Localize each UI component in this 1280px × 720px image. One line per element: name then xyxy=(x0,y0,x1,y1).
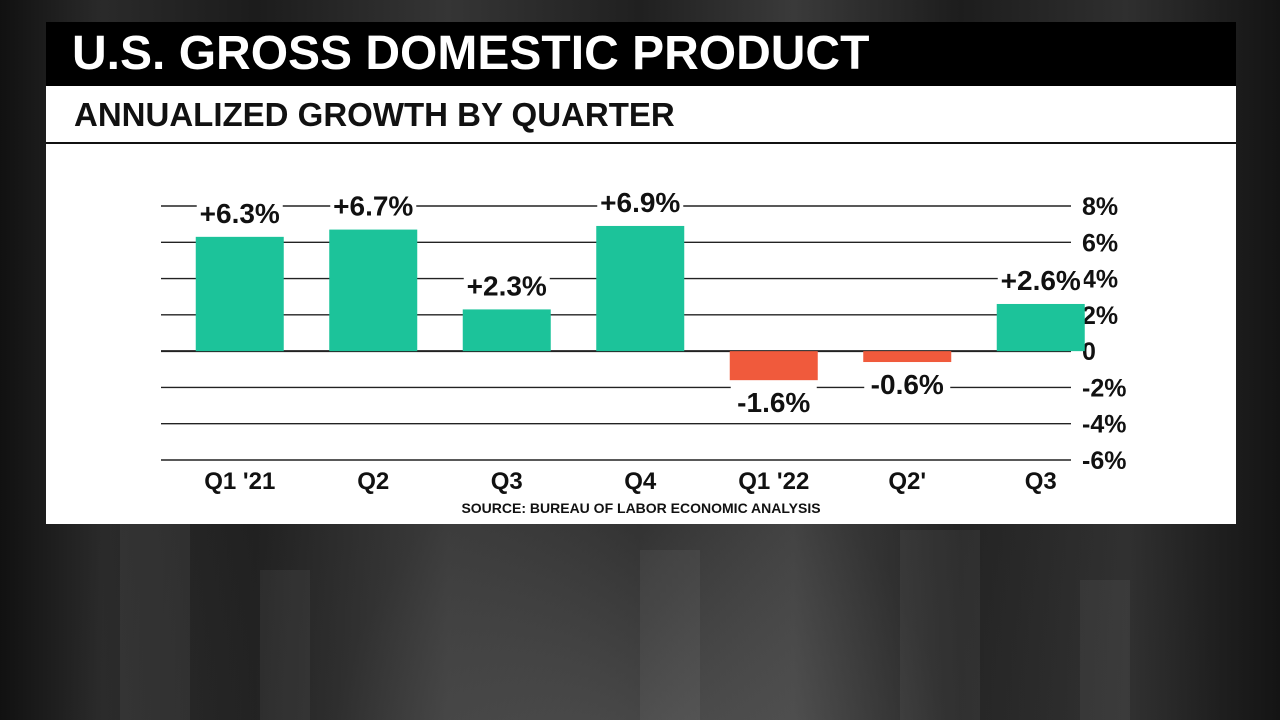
label-layer: +6.3% Q1 '21 +6.7% Q2 +2.3% Q3 +6.9% Q4 -1.6% Q1 … xyxy=(196,185,1084,494)
data-label-bg xyxy=(463,269,550,302)
y-tick-label: 6% xyxy=(1082,229,1118,257)
bar-5 xyxy=(863,351,952,363)
data-label-bg xyxy=(330,189,417,222)
data-label-bg xyxy=(864,368,951,401)
bar-1 xyxy=(329,229,418,352)
chart-subtitle: ANNUALIZED GROWTH BY QUARTER xyxy=(74,96,675,133)
category-label-4: Q1 '22 xyxy=(738,468,809,494)
bar-6 xyxy=(996,303,1085,352)
data-label-bg xyxy=(597,185,684,218)
source-note: SOURCE: BUREAU OF LABOR ECONOMIC ANALYSI… xyxy=(461,500,821,516)
data-label-1: +6.7% xyxy=(333,191,413,222)
title-bar: U.S. GROSS DOMESTIC PRODUCT xyxy=(46,22,1236,86)
y-tick-label: 8% xyxy=(1082,193,1118,221)
data-label-3: +6.9% xyxy=(600,187,680,218)
y-tick-label: 4% xyxy=(1082,266,1118,294)
chart-panel: 8% 6% 4% 2% 0 -2% -4% -6% +6.3% Q1 '21 +6.7% Q2 +2.… xyxy=(46,144,1236,524)
bar-3 xyxy=(596,225,685,352)
data-label-0: +6.3% xyxy=(200,198,280,229)
y-tick-label: 2% xyxy=(1082,302,1118,330)
category-label-2: Q3 xyxy=(491,468,523,494)
y-tick-label: -2% xyxy=(1082,374,1126,402)
bar-layer xyxy=(195,225,1085,381)
category-label-0: Q1 '21 xyxy=(204,468,275,494)
y-tick-label: 0 xyxy=(1082,338,1096,366)
bar-0 xyxy=(195,236,284,352)
category-label-1: Q2 xyxy=(357,468,389,494)
subtitle-bar: ANNUALIZED GROWTH BY QUARTER xyxy=(46,86,1236,144)
y-tick-label: -4% xyxy=(1082,411,1126,439)
category-label-3: Q4 xyxy=(624,468,657,494)
data-label-bg xyxy=(730,386,817,419)
data-label-2: +2.3% xyxy=(467,270,547,301)
data-label-4: -1.6% xyxy=(737,387,810,418)
data-label-5: -0.6% xyxy=(871,369,944,400)
data-label-6: +2.6% xyxy=(1001,265,1081,296)
y-tick-label: -6% xyxy=(1082,447,1126,475)
category-label-5: Q2' xyxy=(888,468,926,494)
data-label-bg xyxy=(997,263,1084,296)
bar-4 xyxy=(729,351,818,381)
category-label-6: Q3 xyxy=(1025,468,1057,494)
chart-title: U.S. GROSS DOMESTIC PRODUCT xyxy=(72,27,870,80)
bar-2 xyxy=(462,309,551,352)
gdp-bar-chart: 8% 6% 4% 2% 0 -2% -4% -6% +6.3% Q1 '21 +6.7% Q2 +2.… xyxy=(161,185,1126,494)
data-label-bg xyxy=(196,196,283,229)
